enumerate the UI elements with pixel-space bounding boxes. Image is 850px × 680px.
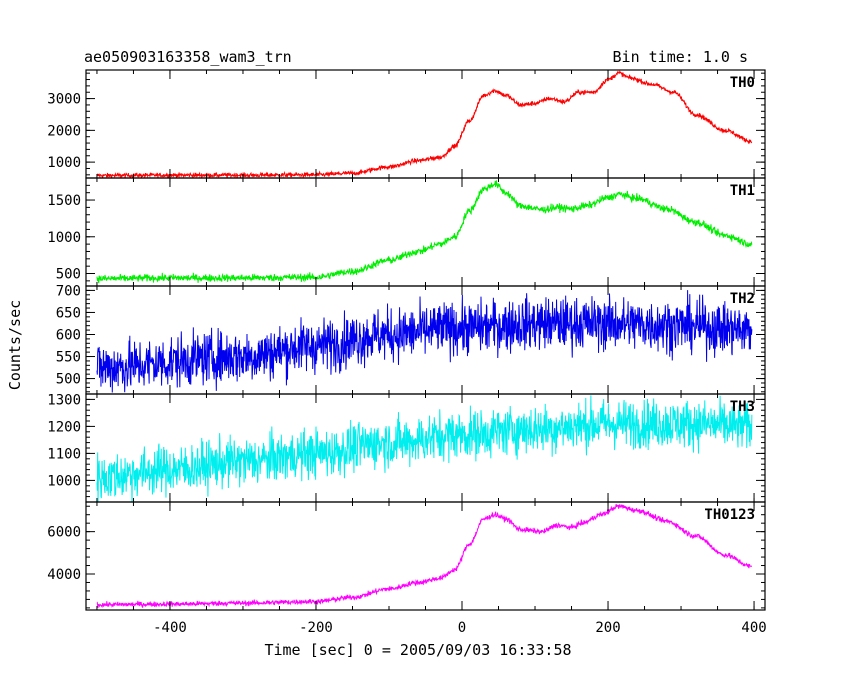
y-axis-label: Counts/sec <box>6 300 24 390</box>
y-tick-label: 700 <box>56 283 81 299</box>
series-line-th2 <box>96 290 753 393</box>
y-tick-label: 3000 <box>47 92 81 108</box>
y-tick-label: 1500 <box>47 193 81 209</box>
panel-th2: 500 550 600 650 700 TH2 <box>56 283 766 395</box>
series-line-th0 <box>96 70 753 178</box>
panel-th0123: 4000 6000 TH0123 <box>47 501 766 611</box>
panel-frame <box>85 177 766 287</box>
panels-group: 100020003000TH050010001500TH150055060065… <box>47 69 767 636</box>
y-tick-label: 4000 <box>47 567 81 583</box>
panel-label-th0: TH0 <box>730 75 755 91</box>
y-tick-label: 500 <box>56 267 81 283</box>
y-tick-label: 1100 <box>47 446 81 462</box>
panel-th3: 1000 1100 1200 1300 TH3 <box>47 392 766 503</box>
x-tick-label: 400 <box>741 620 766 636</box>
series-line-th1 <box>96 180 753 284</box>
x-axis-label: Time [sec] 0 = 2005/09/03 16:33:58 <box>264 641 571 659</box>
y-tick-label: 1000 <box>47 473 81 489</box>
series-line-th0123 <box>96 503 753 608</box>
panel-frame <box>85 69 766 179</box>
panel-frame <box>85 501 766 611</box>
y-tick-label: 650 <box>56 305 81 321</box>
x-tick-label: 0 <box>458 620 466 636</box>
y-tick-label: 1200 <box>47 419 81 435</box>
y-tick-label: 1000 <box>47 155 81 171</box>
panel-label-th2: TH2 <box>730 291 755 307</box>
y-tick-label: 2000 <box>47 123 81 139</box>
y-tick-label: 6000 <box>47 525 81 541</box>
bin-time-label: Bin time: 1.0 s <box>613 48 748 66</box>
panel-th1: 500 1000 1500 TH1 <box>47 177 766 287</box>
panel-frame <box>85 393 766 503</box>
chart-title: ae050903163358_wam3_trn <box>84 48 292 66</box>
x-tick-label: 200 <box>595 620 620 636</box>
panel-label-th0123: TH0123 <box>704 507 755 523</box>
panel-th0: 1000 2000 3000 TH0 <box>47 69 766 179</box>
y-tick-label: 550 <box>56 350 81 366</box>
panel-label-th3: TH3 <box>730 399 755 415</box>
panel-label-th1: TH1 <box>730 183 755 199</box>
y-tick-label: 1300 <box>47 392 81 408</box>
x-tick-label: -400 <box>153 620 187 636</box>
x-tick-label: -200 <box>299 620 333 636</box>
series-line-th3 <box>96 395 753 502</box>
y-tick-label: 500 <box>56 372 81 388</box>
y-tick-label: 1000 <box>47 230 81 246</box>
y-tick-label: 600 <box>56 327 81 343</box>
